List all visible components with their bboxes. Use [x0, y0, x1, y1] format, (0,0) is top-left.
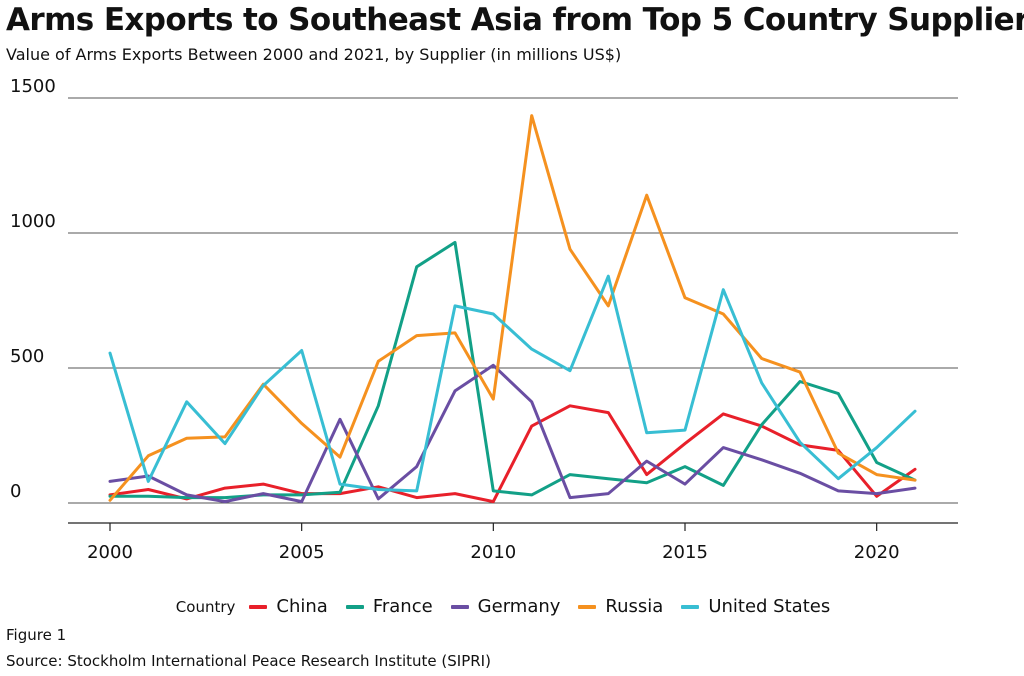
series-line-united-states — [108, 274, 917, 493]
series-line-russia — [108, 114, 917, 502]
series-line-china — [108, 404, 917, 504]
x-tick-label: 2020 — [854, 542, 900, 563]
series-line-germany — [108, 363, 917, 504]
legend-item-france: France — [345, 596, 433, 617]
legend-item-china: China — [249, 596, 328, 617]
source-note: Source: Stockholm International Peace Re… — [6, 652, 491, 670]
gridlines — [68, 97, 958, 524]
x-tick-label: 2010 — [470, 542, 516, 563]
legend-label: France — [372, 596, 433, 617]
legend-label: China — [276, 596, 328, 617]
y-axis-ticks: 0 500 1000 1500 — [10, 76, 56, 502]
legend-label: Germany — [477, 596, 561, 617]
legend-label: Russia — [605, 596, 664, 617]
legend-title: Country — [175, 597, 236, 616]
x-tick-label: 2000 — [87, 542, 133, 563]
legend-item-russia: Russia — [578, 596, 663, 617]
legend-swatch — [450, 604, 469, 609]
legend: Country China France Germany Russia Unit… — [0, 596, 1024, 617]
x-tick-label: 2005 — [279, 542, 325, 563]
figure-label: Figure 1 — [6, 626, 67, 644]
y-tick-label: 1000 — [10, 211, 56, 232]
chart-title: Arms Exports to Southeast Asia from Top … — [6, 2, 1024, 38]
x-tick-label: 2015 — [662, 542, 708, 563]
series-lines — [108, 114, 917, 504]
line-chart: 0 500 1000 1500 2000 2005 2010 2015 2020 — [10, 76, 958, 563]
y-tick-label: 1500 — [10, 76, 56, 97]
legend-swatch — [578, 604, 597, 609]
chart-subtitle: Value of Arms Exports Between 2000 and 2… — [6, 45, 622, 64]
legend-swatch — [249, 604, 268, 609]
y-tick-label: 500 — [10, 346, 44, 367]
legend-item-united-states: United States — [681, 596, 830, 617]
legend-swatch — [345, 604, 364, 609]
legend-label: United States — [708, 596, 831, 617]
x-axis-ticks: 2000 2005 2010 2015 2020 — [87, 523, 900, 563]
legend-swatch — [681, 604, 700, 609]
legend-item-germany: Germany — [450, 596, 561, 617]
y-tick-label: 0 — [10, 481, 21, 502]
